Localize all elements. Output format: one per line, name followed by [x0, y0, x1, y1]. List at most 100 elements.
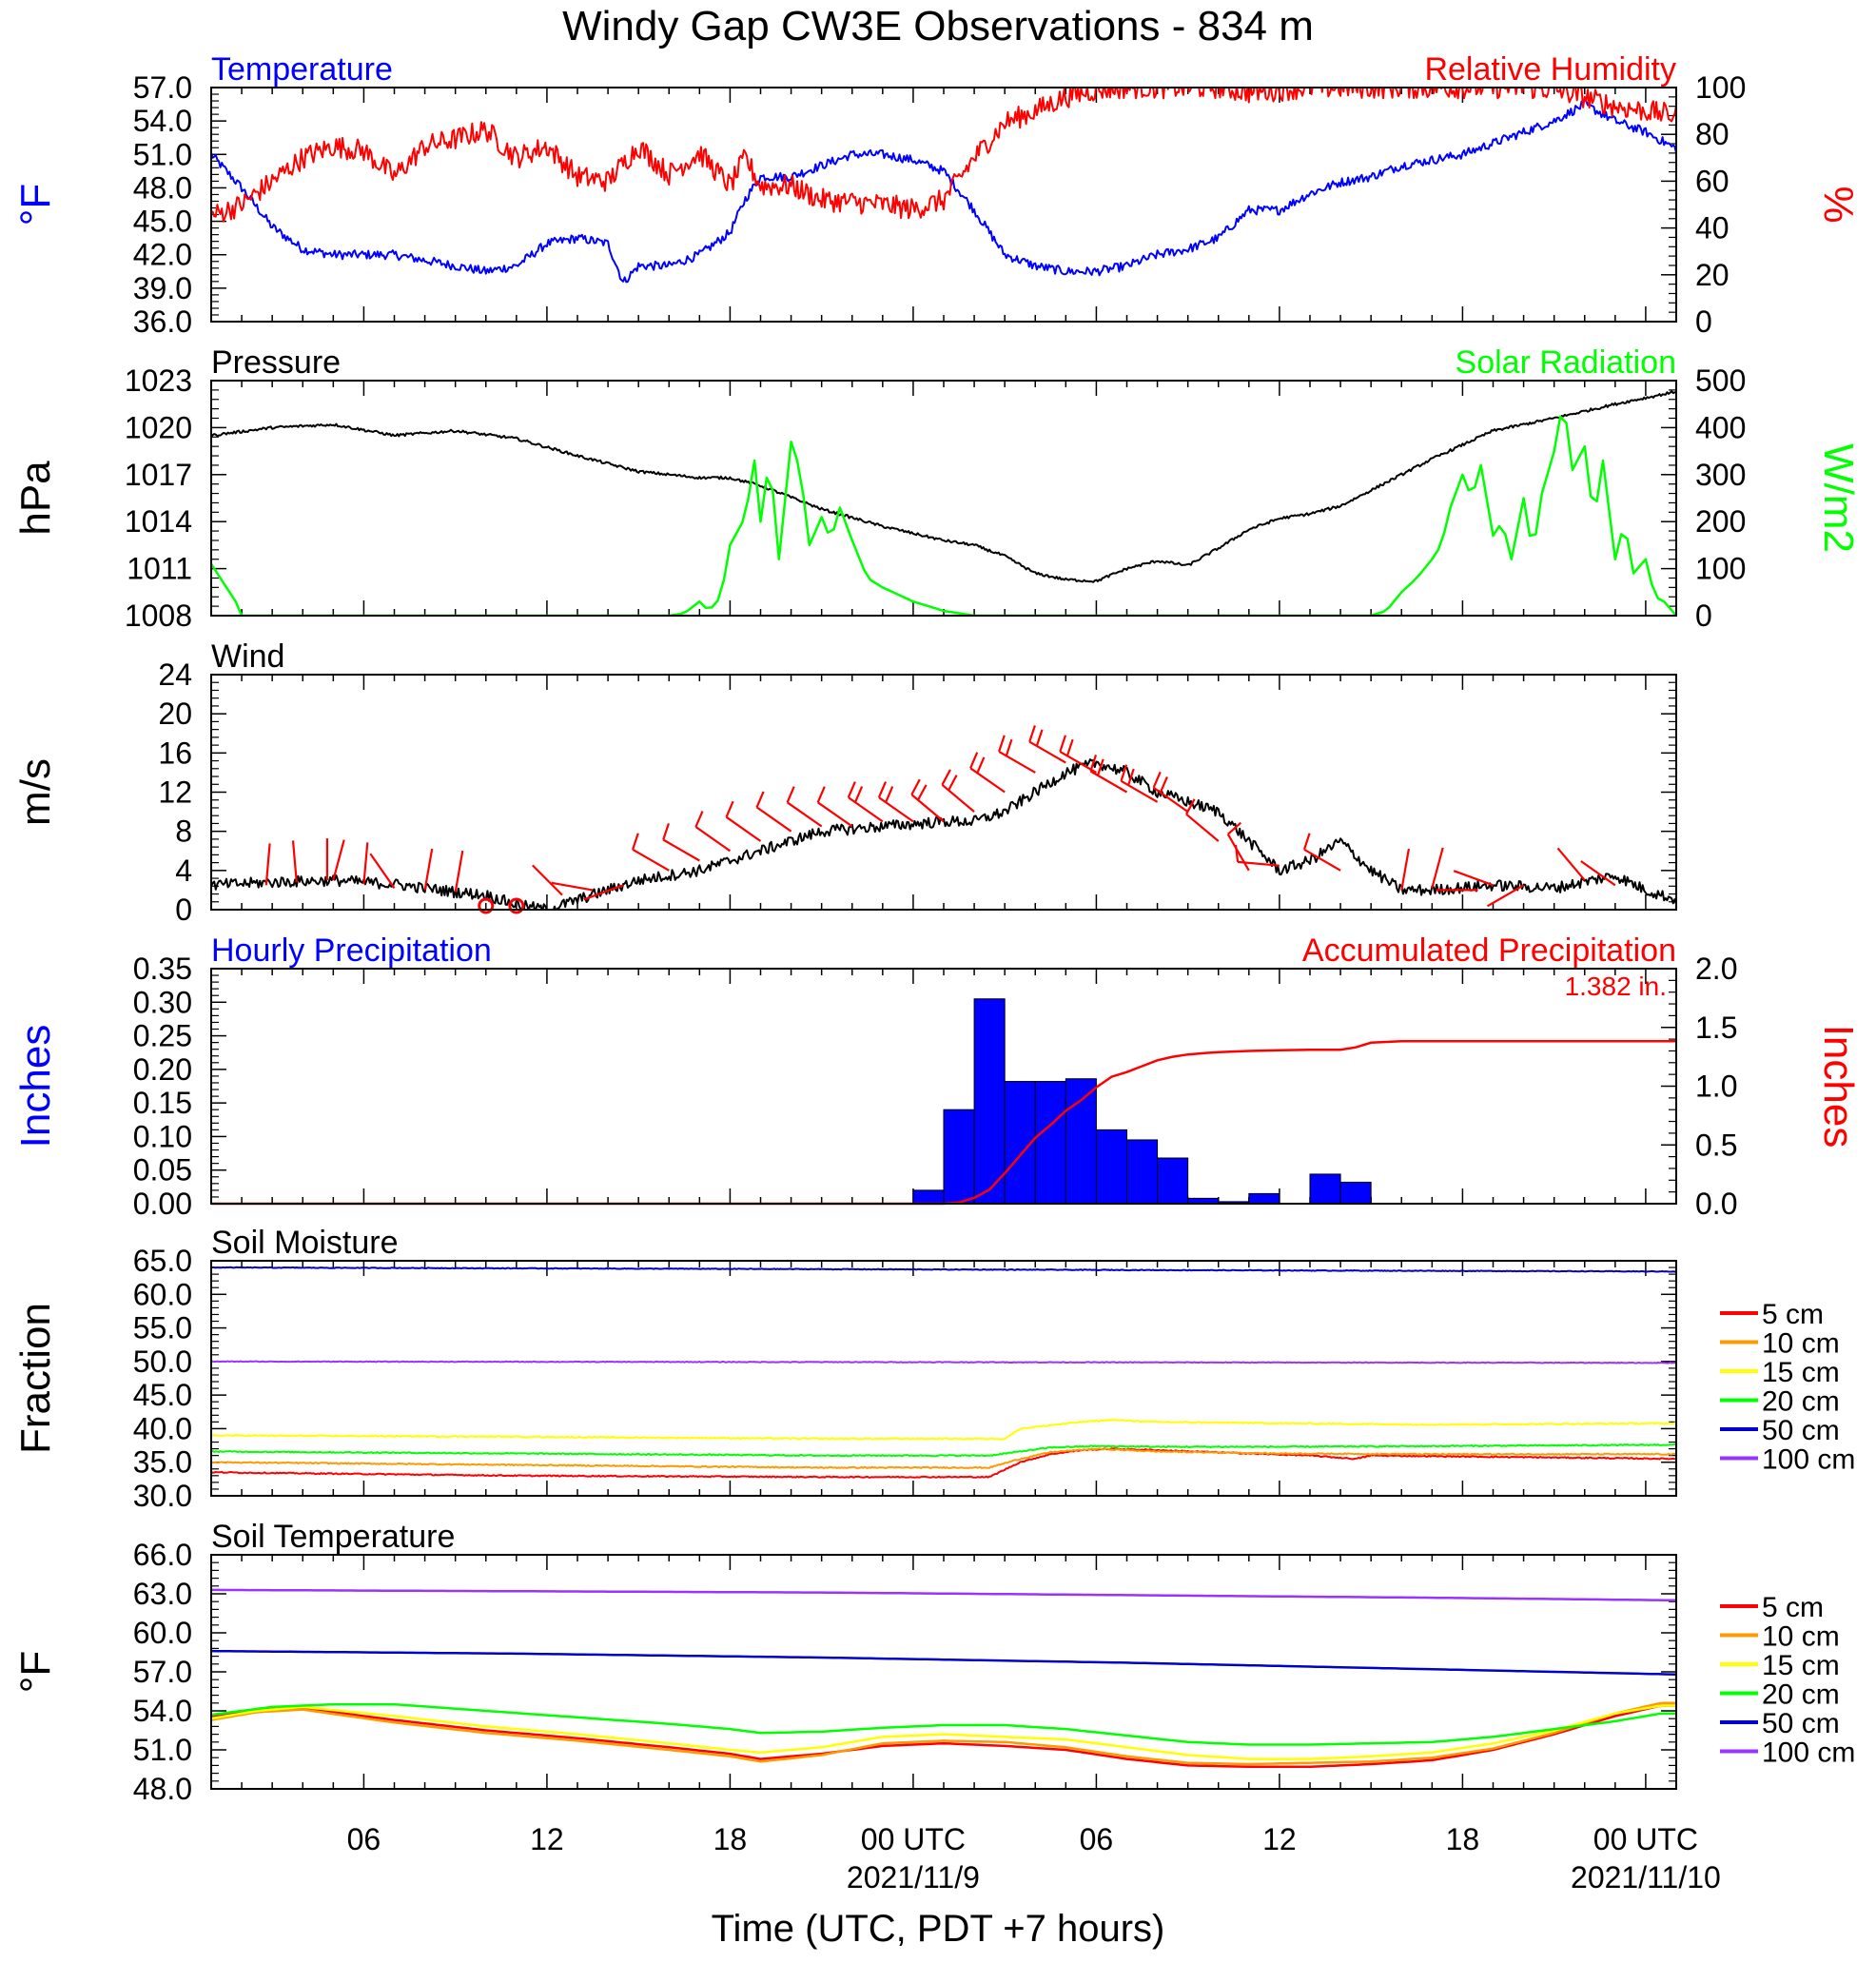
y-tick-label-right: 0.0: [1695, 1187, 1737, 1221]
panel-precip: 0.350.300.250.200.150.100.050.00 2.0 1.5 1.…: [12, 932, 1862, 1221]
y-tick-label-right: 0: [1695, 599, 1712, 633]
precip-bars: [912, 998, 1372, 1205]
panel-title-left: Wind: [211, 638, 284, 675]
x-tick-label: 00 UTC: [1593, 1822, 1698, 1856]
x-ticks-soil-temp: [241, 1555, 1647, 1789]
y-tick-label-left: 48.0: [133, 170, 192, 205]
legend-label: 50 cm: [1762, 1415, 1840, 1446]
wind-barb: [583, 884, 624, 901]
y-axis-label-left: Inches: [12, 1025, 59, 1148]
y-tick-labels-right-precip: 2.0 1.5 1.0 0.5 0.0: [1661, 952, 1737, 1221]
accum-total-annotation: 1.382 in.: [1565, 972, 1667, 1001]
y-tick-label-right: 40: [1695, 211, 1729, 245]
y-tick-label-right: 1.5: [1695, 1011, 1737, 1045]
wind-barb: [786, 786, 823, 828]
x-tick-labels: 06 12 18 00 UTC 2021/11/9 06 12 18 00 UTC 2021/11…: [347, 1822, 1721, 1894]
precip-bar: [1095, 1129, 1127, 1205]
series-line-soil-moist-3: [211, 1443, 1676, 1458]
y-tick-label-left: 1008: [125, 599, 192, 633]
wind-barb: [369, 853, 396, 890]
wind-barb: [1185, 798, 1220, 842]
panel-frame: [210, 674, 1677, 911]
series-line-soil-temp-4: [211, 1649, 1676, 1676]
y-tick-label-left: 60.0: [133, 1616, 192, 1650]
wind-barb: [662, 823, 700, 862]
wind-barb: [969, 752, 1006, 794]
y-tick-label-left: 63.0: [133, 1577, 192, 1611]
series-line-pres-solar-0: [211, 390, 1676, 583]
y-tick-label-left: 42.0: [133, 238, 192, 272]
x-tick-label: 18: [713, 1822, 748, 1856]
wind-barb: [332, 839, 345, 881]
y-tick-label-right: 100: [1695, 552, 1746, 586]
y-tick-label-left: 1014: [125, 504, 192, 539]
series-line-soil-temp-1: [211, 1701, 1676, 1766]
wind-barb: [362, 842, 369, 885]
y-tick-label-left: 30.0: [133, 1479, 192, 1513]
x-ticks-wind: [241, 675, 1647, 910]
y-tick-label-right: 20: [1695, 258, 1729, 292]
series-group-soil-temp: [211, 1588, 1676, 1769]
precip-bar: [1065, 1078, 1097, 1205]
y-tick-label-right: 80: [1695, 117, 1729, 151]
y-axis-label-left: hPa: [12, 461, 59, 536]
y-tick-label-left: 48.0: [133, 1772, 192, 1806]
y-tick-labels-left-soil-temp: 66.0 63.0 60.0 57.0 54.0 51.0 48.0: [133, 1538, 1676, 1806]
legend-label: 15 cm: [1762, 1357, 1840, 1388]
wind-barb: [1302, 833, 1341, 872]
wind-barb: [877, 781, 914, 823]
wind-barb: [1580, 860, 1616, 887]
wind-calm-marker: [478, 897, 495, 914]
legend-label: 10 cm: [1762, 1621, 1840, 1653]
y-tick-label-left: 1023: [125, 363, 192, 398]
y-tick-label-left: 45.0: [133, 1378, 192, 1412]
y-tick-label-right: 300: [1695, 458, 1746, 492]
y-tick-label-left: 60.0: [133, 1277, 192, 1311]
panel-frame: [210, 87, 1677, 323]
legend-label: 20 cm: [1762, 1386, 1840, 1418]
wind-barb: [551, 881, 594, 892]
y-tick-label-left: 0.25: [133, 1019, 192, 1053]
wind-barb: [1226, 821, 1250, 872]
y-tick-labels-right-pres-solar: 500 400 300 200 100 0: [1661, 363, 1746, 633]
y-tick-label-left: 51.0: [133, 137, 192, 171]
y-axis-label-left: Fraction: [12, 1303, 59, 1454]
y-axis-label-left: m/s: [12, 758, 59, 826]
series-line-soil-moist-1: [211, 1447, 1676, 1469]
panel-soil-temp: 66.0 63.0 60.0 57.0 54.0 51.0 48.0 Soil Tempera…: [12, 1519, 1855, 1806]
x-tick-label: 06: [347, 1822, 381, 1856]
wind-barb: [264, 843, 271, 886]
wind-calm-marker: [508, 897, 525, 914]
panel-frame: [210, 968, 1677, 1205]
wind-barb: [632, 833, 670, 872]
panel-frame: [210, 1260, 1677, 1497]
legend-label: 10 cm: [1762, 1328, 1840, 1360]
series-line-soil-temp-5: [211, 1588, 1676, 1602]
y-tick-label-left: 65.0: [133, 1244, 192, 1278]
wind-barb: [423, 848, 434, 891]
series-line-soil-temp-2: [211, 1704, 1676, 1760]
y-tick-label-left: 16: [158, 736, 192, 770]
y-tick-label-left: 57.0: [133, 1655, 192, 1689]
wind-barb: [1234, 844, 1280, 867]
wind-barb: [998, 735, 1036, 774]
precip-bar: [973, 998, 1006, 1205]
series-line-soil-temp-3: [211, 1702, 1676, 1746]
y-tick-labels-left-wind: 24 20 16 12 8 4 0: [158, 658, 1676, 927]
y-tick-label-left: 0.15: [133, 1086, 192, 1120]
wind-barb: [454, 850, 464, 893]
wind-barb: [910, 778, 945, 823]
y-tick-labels-left-precip: 0.350.300.250.200.150.100.050.00: [133, 952, 226, 1221]
y-tick-label-left: 20: [158, 697, 192, 731]
y-axis-label-left: °F: [12, 184, 59, 226]
y-tick-label-left: 0: [175, 893, 192, 927]
x-axis-label: Time (UTC, PDT +7 hours): [712, 1908, 1165, 1950]
x-tick-label: 00 UTC: [861, 1822, 966, 1856]
wind-barb: [1089, 755, 1128, 794]
legend-label: 100 cm: [1762, 1737, 1855, 1769]
panel-title-left: Soil Temperature: [211, 1519, 455, 1555]
wind-barbs: [264, 725, 1616, 914]
